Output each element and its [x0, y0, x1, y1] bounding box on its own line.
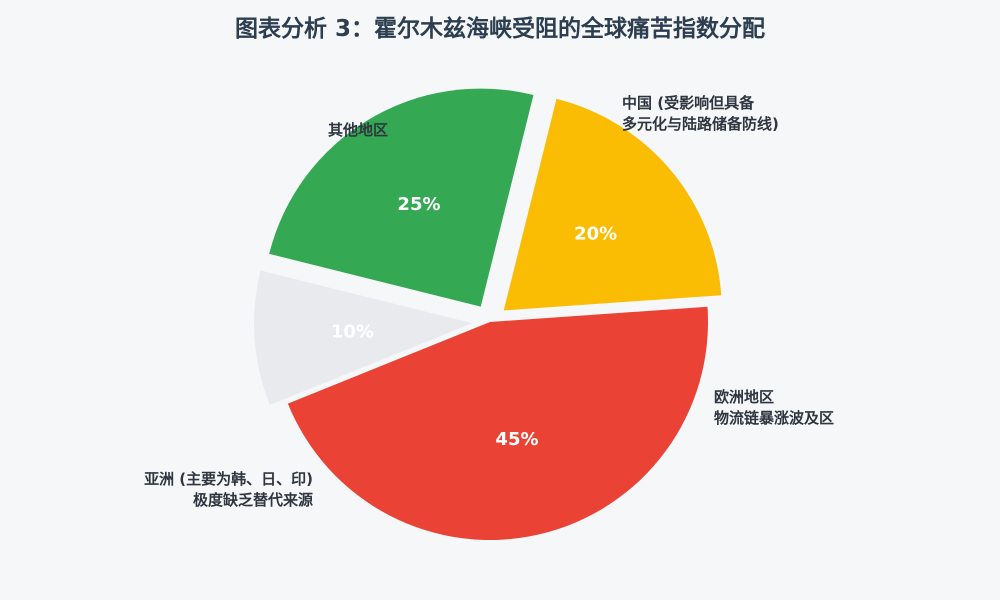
slice-value-label-3: 10% [331, 322, 374, 343]
pie-slice-0 [269, 88, 534, 307]
slice-category-label-0: 中国 (受影响但具备多元化与陆路储备防线) [622, 94, 779, 133]
chart-title: 图表分析 3：霍尔木兹海峡受阻的全球痛苦指数分配 [235, 15, 765, 42]
slice-value-label-0: 25% [397, 194, 440, 215]
pie-slice-2 [287, 306, 708, 540]
slice-value-labels: 25% 20% 45% 10% [331, 194, 617, 450]
slice-category-label-1: 欧洲地区物流链暴涨波及区 [714, 388, 834, 427]
slice-value-label-2: 45% [495, 429, 538, 450]
pie-slices [254, 88, 722, 540]
pie-slice-3 [254, 270, 473, 405]
slice-value-label-1: 20% [574, 223, 617, 244]
slice-category-label-2: 亚洲 (主要为韩、日、印)极度缺乏替代来源 [144, 470, 313, 509]
pie-slice-1 [503, 98, 722, 311]
slice-category-label-3: 其他地区 [328, 121, 388, 139]
